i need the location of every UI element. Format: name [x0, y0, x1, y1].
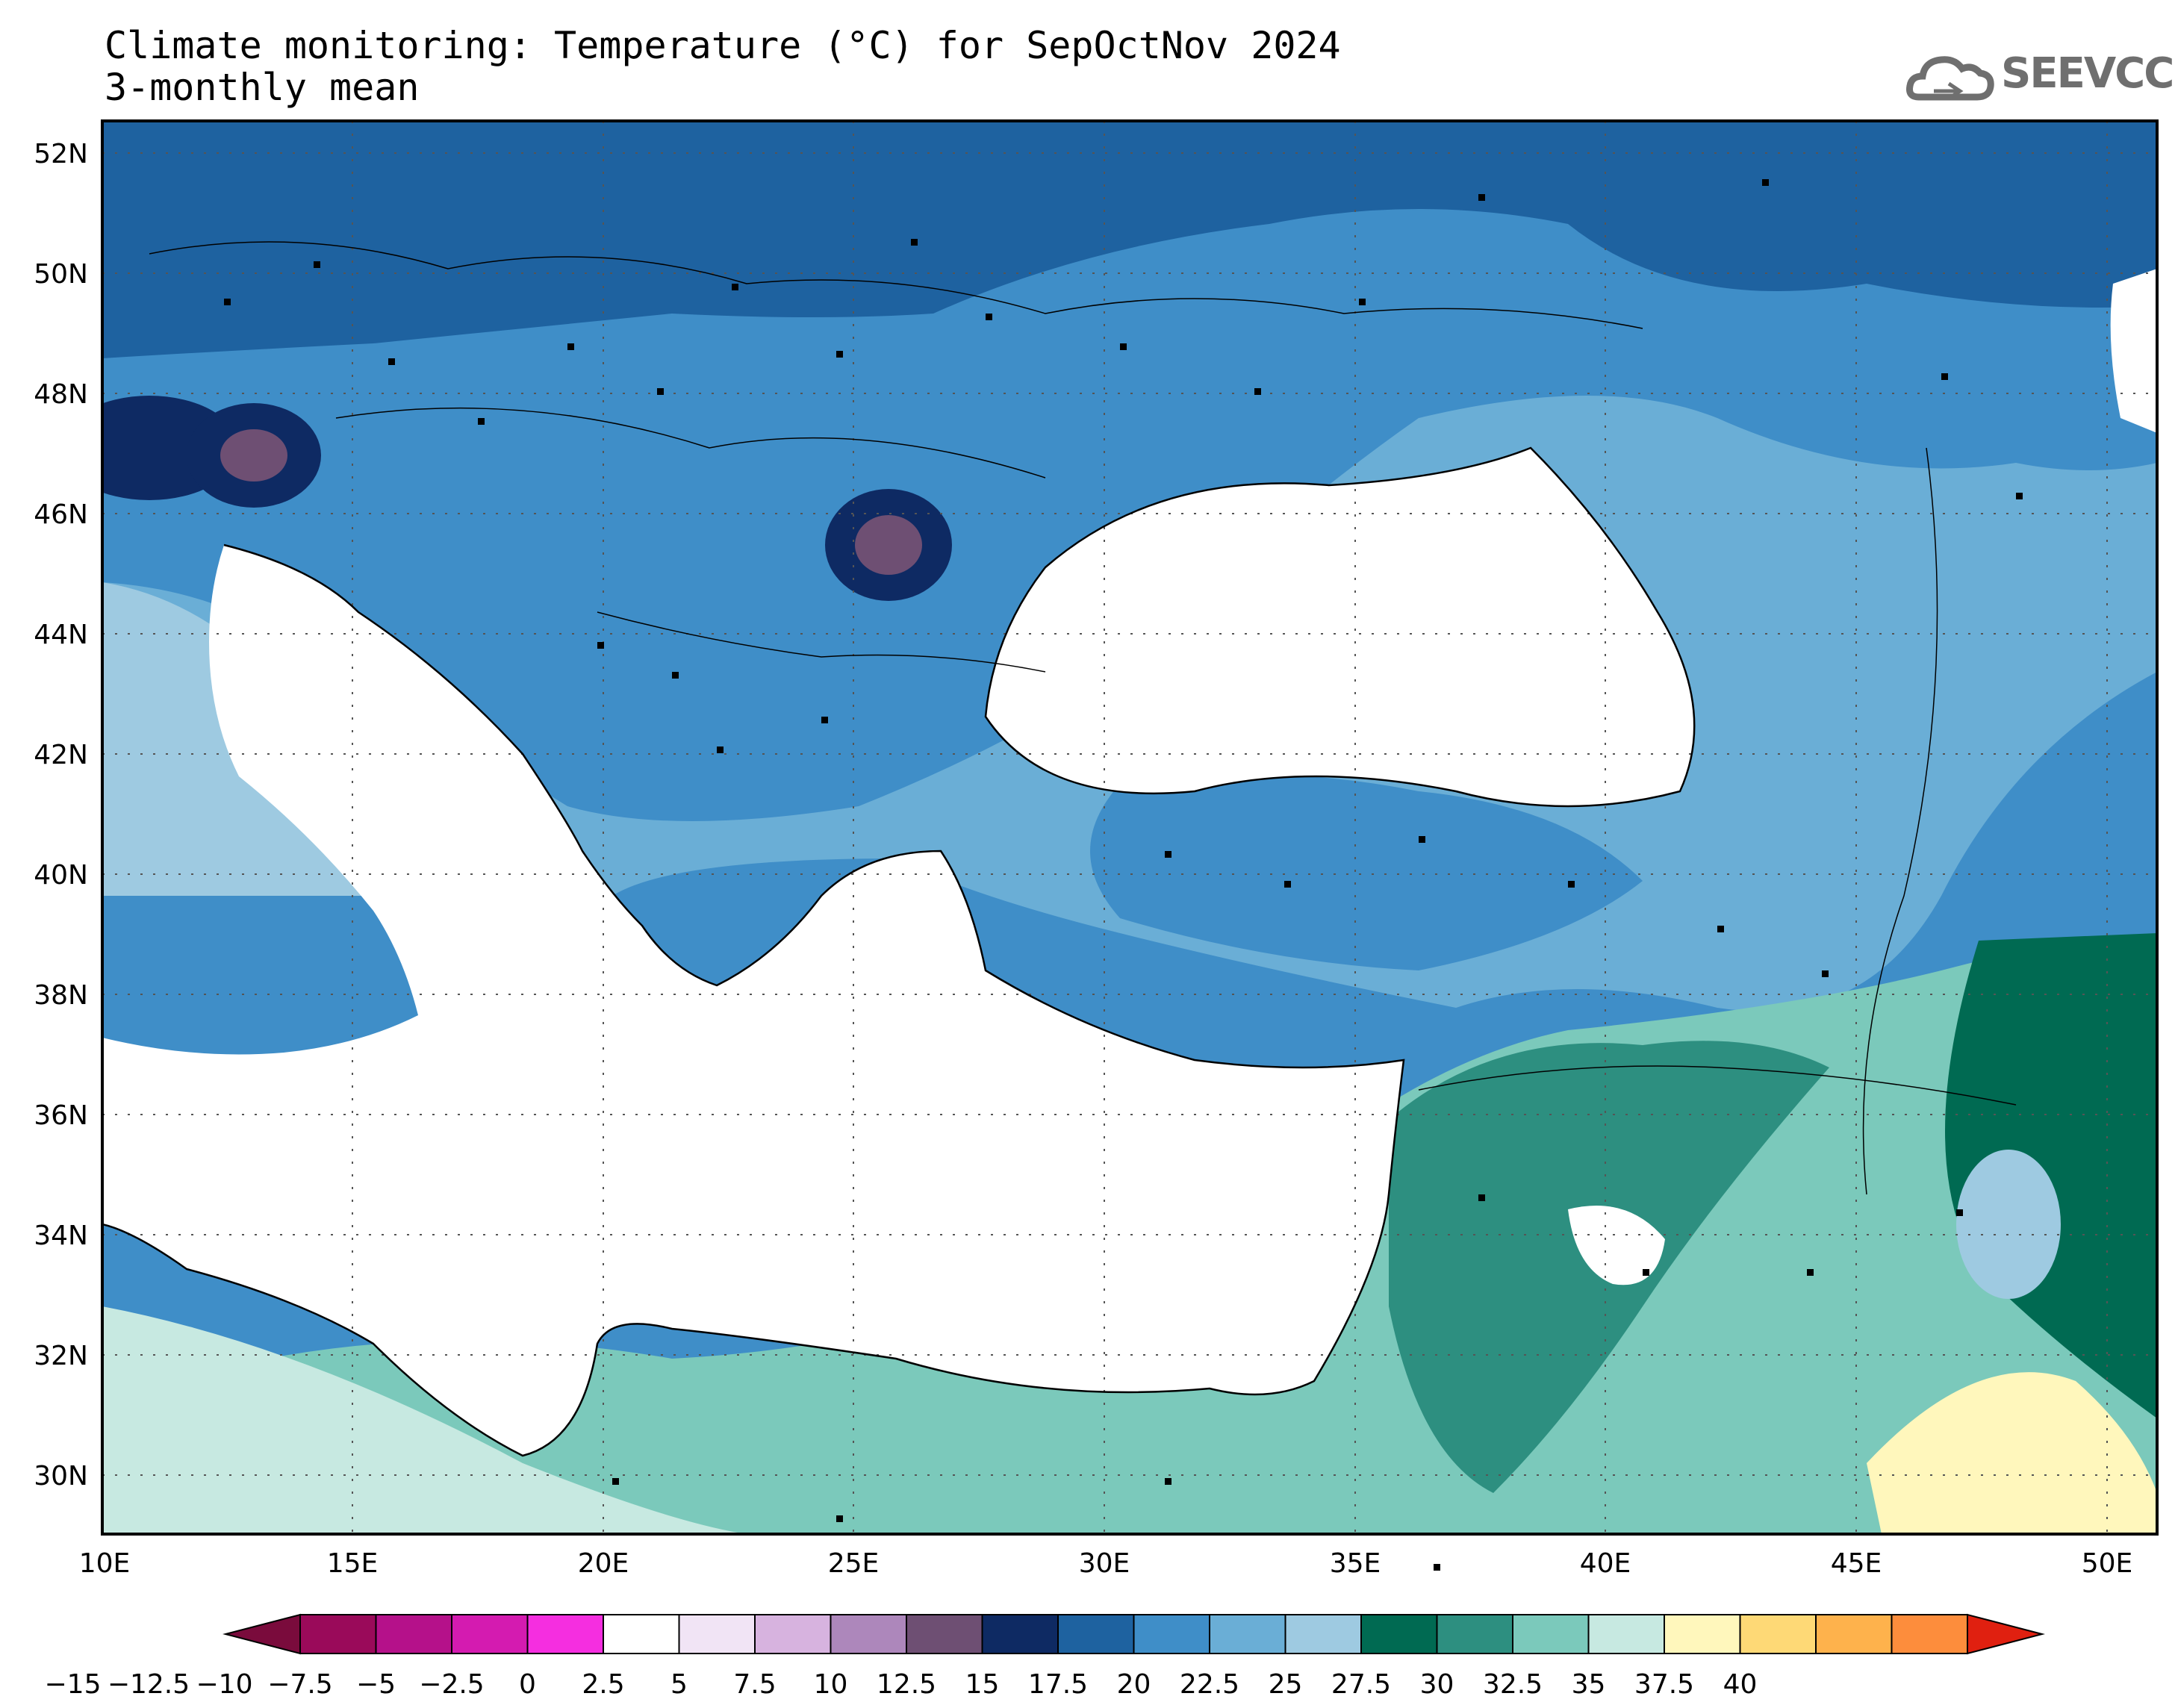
colorbar-cell: [1284, 1614, 1362, 1654]
colorbar-label: 15: [965, 1669, 1000, 1700]
x-label: 25E: [828, 1548, 880, 1579]
colorbar-label: −2.5: [419, 1669, 484, 1700]
colorbar-label: 37.5: [1634, 1669, 1694, 1700]
colorbar-label: 5: [670, 1669, 688, 1700]
cold-spot-carpathians: [855, 515, 922, 575]
hot-region-kuwait: [1867, 1372, 2157, 1534]
colorbar-cell: [1891, 1614, 1968, 1654]
colorbar-label: −15: [45, 1669, 102, 1700]
colorbar-cell: [1512, 1614, 1590, 1654]
colorbar-cell: [906, 1614, 983, 1654]
y-label: 48N: [34, 379, 88, 410]
x-label: 10E: [79, 1548, 131, 1579]
station-markers: [224, 179, 2023, 1571]
colorbar-label: −7.5: [267, 1669, 332, 1700]
y-label: 40N: [34, 860, 88, 891]
colorbar-cell: [1815, 1614, 1893, 1654]
colorbar-label: 20: [1117, 1669, 1151, 1700]
y-axis-labels: 52N 50N 48N 46N 44N 42N 40N 38N 36N 34N …: [34, 139, 88, 1492]
x-label: 20E: [578, 1548, 629, 1579]
x-label: 50E: [2082, 1548, 2133, 1579]
colorbar-label: 10: [814, 1669, 848, 1700]
colorbar-cell: [981, 1614, 1059, 1654]
coastlines: [102, 446, 1696, 1457]
anatolia-region: [1090, 774, 1643, 970]
x-label: 35E: [1330, 1548, 1381, 1579]
x-label: 40E: [1580, 1548, 1631, 1579]
colorbar-cell: [754, 1614, 832, 1654]
colorbar-label: 22.5: [1180, 1669, 1239, 1700]
colorbar-cell: [1664, 1614, 1741, 1654]
colorbar-label: 17.5: [1028, 1669, 1088, 1700]
colorbar-label: 25: [1269, 1669, 1303, 1700]
colorbar-cell: [299, 1614, 377, 1654]
warm-region-libya: [102, 1306, 747, 1534]
logo-text: SEEVCCC: [2001, 49, 2175, 98]
colorbar-labels: −15 −12.5 −10 −7.5 −5 −2.5 0 2.5 5 7.5 10 12.5 15 17.…: [45, 1669, 1758, 1700]
colorbar-cell: [1436, 1614, 1513, 1654]
map-frame: [101, 119, 2159, 1536]
colorbar-label: 2.5: [582, 1669, 624, 1700]
colorbar-label: 40: [1723, 1669, 1758, 1700]
y-label: 38N: [34, 980, 88, 1011]
mediterranean-sea: [102, 545, 1404, 1456]
black-sea: [986, 448, 1695, 806]
colorbar-cell: [375, 1614, 452, 1654]
cloud-logo-icon: [1906, 56, 1994, 101]
colorbar-cell: [526, 1614, 604, 1654]
colorbar-cell: [1587, 1614, 1665, 1654]
colorbar-label: 30: [1420, 1669, 1454, 1700]
x-label: 45E: [1831, 1548, 1882, 1579]
y-label: 36N: [34, 1100, 88, 1131]
missing-data-syria: [1568, 1206, 1665, 1285]
colorbar-label: 7.5: [733, 1669, 776, 1700]
y-label: 42N: [34, 740, 88, 770]
colorbar-cells: [223, 1613, 2045, 1655]
colorbar-cell: [451, 1614, 529, 1654]
colorbar-label: −5: [356, 1669, 396, 1700]
cold-region-north: [102, 121, 2157, 358]
colorbar-cell: [830, 1614, 907, 1654]
colorbar-cell: [1739, 1614, 1817, 1654]
y-label: 44N: [34, 620, 88, 650]
x-label: 15E: [327, 1548, 379, 1579]
colorbar-label: −12.5: [108, 1669, 190, 1700]
cold-spot-alps: [220, 429, 287, 481]
colorbar-label: 27.5: [1331, 1669, 1391, 1700]
map-title: Climate monitoring: Temperature (°C) for…: [105, 24, 1341, 67]
colorbar-cell: [1057, 1614, 1135, 1654]
x-label: 30E: [1079, 1548, 1130, 1579]
cool-spot-iraq: [1956, 1150, 2061, 1299]
caspian-sea: [2110, 269, 2157, 433]
y-label: 30N: [34, 1461, 88, 1492]
colorbar-label: 32.5: [1483, 1669, 1543, 1700]
colorbar-label: 35: [1572, 1669, 1606, 1700]
y-label: 34N: [34, 1221, 88, 1251]
colorbar-cell: [603, 1614, 680, 1654]
y-label: 50N: [34, 259, 88, 290]
colorbar-label: 0: [519, 1669, 536, 1700]
warm-region-mesopotamia: [1945, 933, 2157, 1418]
colorbar-label: −10: [196, 1669, 253, 1700]
y-label: 52N: [34, 139, 88, 169]
borders: [149, 241, 2017, 1195]
colorbar-cell: [678, 1614, 756, 1654]
colorbar-under-arrow: [223, 1613, 301, 1655]
colorbar-cell: [1209, 1614, 1286, 1654]
x-axis-labels: 10E 15E 20E 25E 30E 35E 40E 45E 50E: [79, 1548, 2133, 1579]
colorbar-label: 12.5: [877, 1669, 936, 1700]
colorbar-cell: [1360, 1614, 1438, 1654]
y-label: 32N: [34, 1341, 88, 1371]
map-subtitle: 3-monthly mean: [105, 66, 420, 109]
y-label: 46N: [34, 499, 88, 530]
colorbar-cell: [1133, 1614, 1210, 1654]
colorbar-over-arrow: [1967, 1613, 2045, 1655]
